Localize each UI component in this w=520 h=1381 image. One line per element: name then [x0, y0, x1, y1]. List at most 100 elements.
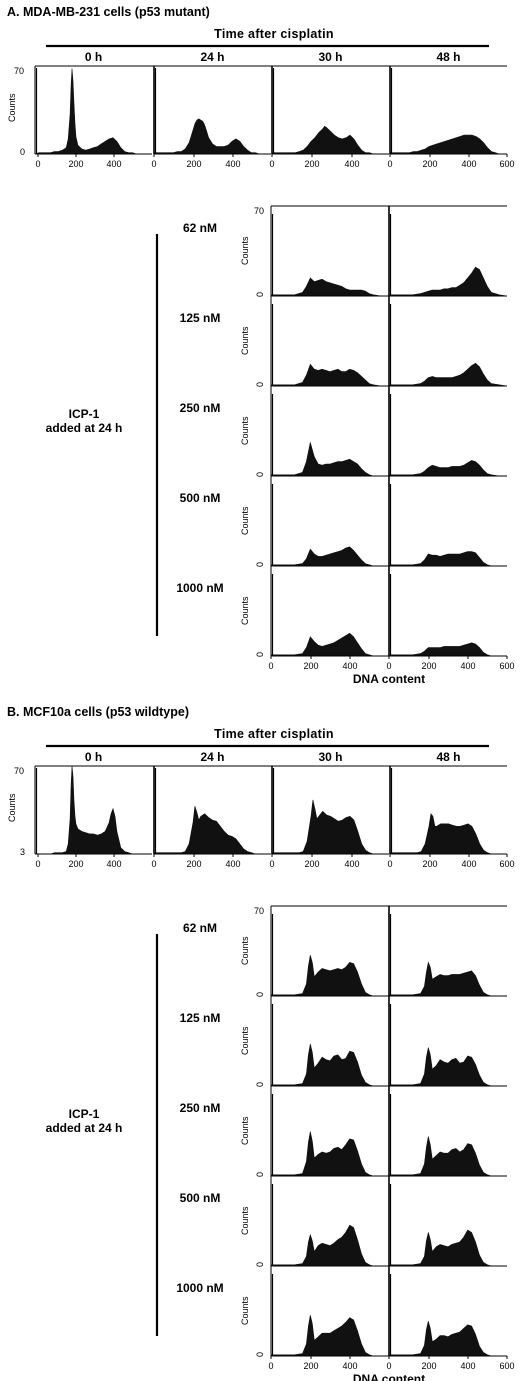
panel-a-conc-4: 1000 nM	[176, 581, 223, 595]
panel-a-cell-0-30h	[270, 214, 389, 297]
panel-b-top-xtick-11: 400	[461, 859, 476, 869]
panel-a-conc-0: 62 nM	[183, 221, 217, 235]
panel-b-cell-0-30h	[270, 914, 389, 997]
panel-b-time-label-1: 24 h	[200, 750, 224, 764]
panel-b-row-0-ytick-0: 0	[255, 992, 265, 997]
panel-a-top-ytick-min: 0	[20, 147, 25, 157]
panel-b-top-xtick-10: 200	[422, 859, 437, 869]
panel-a-row-2-ytick-0: 0	[255, 472, 265, 477]
panel-b-top-0-histogram	[35, 765, 152, 855]
panel-a-cell-3-48h-histogram	[388, 551, 507, 567]
panel-a-top-xtick-5: 400	[225, 159, 240, 169]
panel-a-top-3-histogram	[389, 134, 507, 155]
panel-a-top-2-histogram	[271, 125, 389, 155]
panel-b-cell-4-30h	[270, 1274, 389, 1357]
panel-a-cell-4-48h-histogram	[388, 642, 507, 657]
panel-a-cell-0-48h	[388, 214, 508, 297]
panel-b-cell-3-48h-histogram	[388, 1229, 507, 1267]
panel-a-cell-4-30h-histogram	[270, 632, 389, 657]
panel-a-row-3-ylabel: Counts	[240, 506, 250, 535]
panel-b-conc-0: 62 nM	[183, 921, 217, 935]
panel-a-top-0-histogram	[34, 68, 152, 155]
panel-a-cell-2-30h	[270, 394, 389, 477]
panel-b-grid-xtick-1: 200	[303, 1361, 318, 1371]
panel-b-conc-4: 1000 nM	[176, 1281, 223, 1295]
panel-a-cell-2-48h-histogram	[388, 460, 507, 477]
panel-a-top-ytick-max: 70	[14, 66, 24, 76]
panel-b-top-3-histogram	[389, 813, 507, 855]
panel-b-cell-1-48h	[388, 1004, 507, 1087]
panel-b-time-label-3: 48 h	[436, 750, 460, 764]
panel-a-grid-xtick-2: 400	[342, 661, 357, 671]
panel-b-top-2	[271, 768, 389, 855]
panel-a-row-3-ytick-0: 0	[255, 562, 265, 567]
panel-b-row-4-ytick-0: 0	[255, 1352, 265, 1357]
panel-b-cell-2-48h	[388, 1094, 507, 1177]
panel-b-xlabel: DNA content	[353, 1372, 425, 1381]
panel-b-row-3-ytick-0: 0	[255, 1262, 265, 1267]
panel-b-top-1	[153, 768, 271, 855]
panel-a-cell-4-30h	[270, 574, 389, 657]
panel-a-row-4-ylabel: Counts	[240, 596, 250, 625]
panel-a-top-xtick-10: 200	[422, 159, 437, 169]
panel-a-top-2	[271, 68, 389, 155]
panel-a-top-0	[34, 68, 152, 155]
panel-b-top-1-histogram	[153, 806, 271, 855]
panel-b-top-xtick-1: 200	[68, 859, 83, 869]
panel-a-top-xtick-7: 200	[304, 159, 319, 169]
panel-b-cell-1-30h-histogram	[270, 1043, 389, 1087]
panel-b-top-xtick-0: 0	[35, 859, 40, 869]
panel-b-row-1-ylabel: Counts	[240, 1026, 250, 1055]
panel-b-cell-1-48h-histogram	[388, 1047, 507, 1087]
panel-a-top-xtick-6: 0	[269, 159, 274, 169]
panel-b-grid-xtick-4: 200	[421, 1361, 436, 1371]
panel-b-grid-xtick-0: 0	[268, 1361, 273, 1371]
panel-a-row-0-ytick-0: 0	[255, 292, 265, 297]
panel-b-conc-3: 500 nM	[180, 1191, 221, 1205]
panel-b-title: B. MCF10a cells (p53 wildtype)	[7, 705, 189, 719]
panel-a-row-1-ylabel: Counts	[240, 326, 250, 355]
panel-a-top-1-histogram	[153, 118, 271, 155]
panel-a-time-label-2: 30 h	[318, 50, 342, 64]
panel-b-top-xtick-2: 400	[106, 859, 121, 869]
panel-b-cell-0-48h-histogram	[388, 961, 507, 997]
panel-a-row-0-ylabel: Counts	[240, 236, 250, 265]
panel-b-cell-4-48h-histogram	[388, 1321, 507, 1357]
panel-b-time-label-2: 30 h	[318, 750, 342, 764]
panel-b-top-xtick-6: 0	[269, 859, 274, 869]
panel-b-top-xtick-4: 200	[186, 859, 201, 869]
panel-a-row-1-ytick-0: 0	[255, 382, 265, 387]
panel-a-row-2-ylabel: Counts	[240, 416, 250, 445]
panel-b-top-0	[35, 765, 152, 855]
panel-b-time-header: Time after cisplatin	[214, 727, 334, 741]
panel-b-conc-1: 125 nM	[180, 1011, 221, 1025]
panel-a-conc-2: 250 nM	[180, 401, 221, 415]
panel-b-cell-2-30h	[270, 1094, 389, 1177]
panel-b-row-3-ylabel: Counts	[240, 1206, 250, 1235]
panel-a-top-1	[153, 68, 271, 155]
panel-a-top-xtick-3: 0	[151, 159, 156, 169]
panel-a-treatment-label-1: ICP-1	[69, 407, 100, 421]
panel-a-grid-ytick-max: 70	[254, 206, 264, 216]
panel-a-treatment-label-2: added at 24 h	[46, 421, 123, 435]
panel-b-top-xtick-12: 600	[499, 859, 514, 869]
panel-a-grid-xtick-5: 400	[460, 661, 475, 671]
panel-b-row-0-ylabel: Counts	[240, 936, 250, 965]
panel-a-title: A. MDA-MB-231 cells (p53 mutant)	[7, 5, 210, 19]
panel-a-time-label-3: 48 h	[436, 50, 460, 64]
panel-a-cell-1-48h-histogram	[388, 362, 508, 387]
panel-a-top-xtick-0: 0	[35, 159, 40, 169]
panel-b-treatment-label-2: added at 24 h	[46, 1121, 123, 1135]
panel-a-top-xtick-4: 200	[186, 159, 201, 169]
panel-b-grid-xtick-3: 0	[386, 1361, 391, 1371]
panel-b-top-xtick-8: 400	[344, 859, 359, 869]
panel-a-grid-xtick-6: 600	[499, 661, 514, 671]
panel-b-conc-2: 250 nM	[180, 1101, 221, 1115]
panel-a-conc-1: 125 nM	[180, 311, 221, 325]
panel-a-time-label-0: 0 h	[85, 50, 102, 64]
panel-a-cell-2-48h	[388, 394, 507, 477]
panel-b-row-1-ytick-0: 0	[255, 1082, 265, 1087]
panel-a-conc-3: 500 nM	[180, 491, 221, 505]
panel-a-top-xtick-11: 400	[461, 159, 476, 169]
